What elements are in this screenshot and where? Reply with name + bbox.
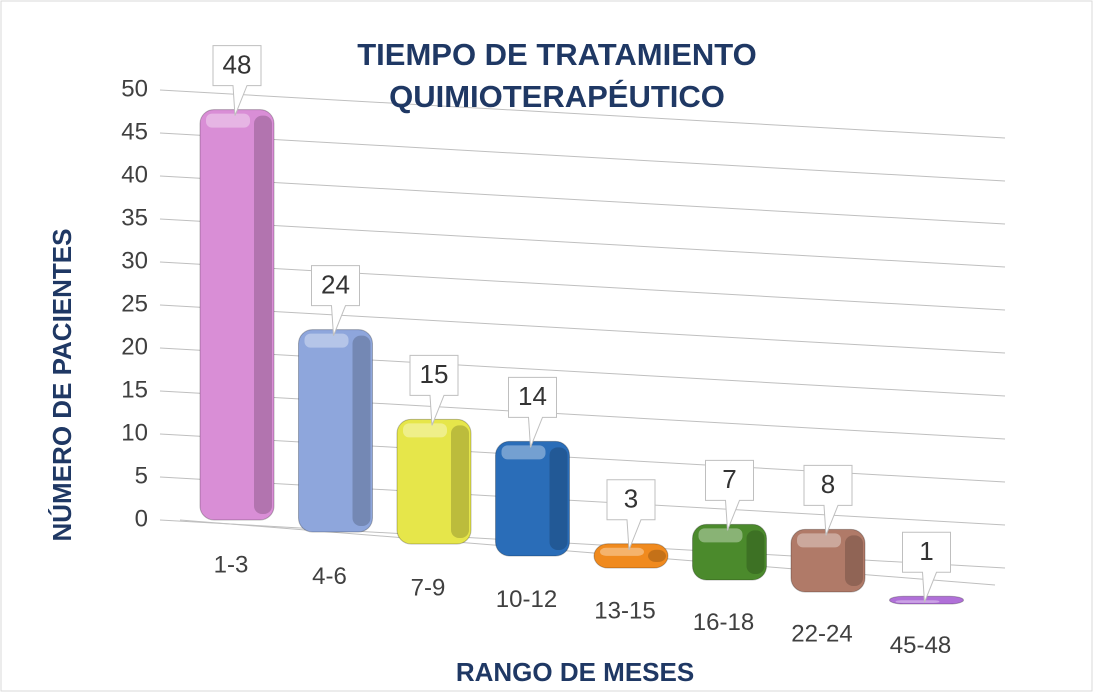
y-tick-label: 25 (121, 290, 148, 317)
x-tick-label: 45-48 (890, 632, 951, 659)
bar-shade (648, 549, 666, 562)
y-tick-label: 40 (121, 161, 148, 188)
x-tick-label: 4-6 (312, 563, 347, 590)
data-label: 24 (321, 270, 350, 300)
callout (212, 45, 262, 116)
bar-highlight (600, 547, 644, 556)
y-tick-label: 10 (121, 419, 148, 446)
bar-highlight (403, 423, 447, 438)
chart-title: QUIMIOTERAPÉUTICO (389, 79, 725, 114)
grid-line (159, 304, 1006, 354)
x-tick-label: 1-3 (214, 551, 249, 578)
y-tick-label: 45 (121, 118, 148, 145)
x-tick-label: 13-15 (594, 597, 655, 624)
bar-shade (254, 115, 272, 514)
callout (311, 265, 360, 336)
data-label: 15 (420, 359, 449, 389)
bar-highlight (698, 528, 743, 543)
bar-shade (549, 447, 568, 550)
x-tick-label: 22-24 (791, 620, 852, 647)
bar-highlight (501, 445, 546, 460)
y-tick-label: 35 (121, 204, 148, 231)
x-tick-label: 7-9 (411, 574, 446, 601)
callout (606, 479, 656, 550)
bar-highlight (895, 600, 940, 603)
bar-shade (845, 535, 863, 586)
bar-highlight (304, 333, 349, 348)
data-label: 48 (223, 49, 252, 79)
callout (409, 354, 459, 426)
grid-line (159, 89, 1006, 139)
x-tick-label: 10-12 (496, 586, 557, 613)
callout (902, 531, 951, 603)
callout (705, 459, 754, 531)
y-tick-label: 5 (135, 462, 148, 489)
bar-shade (451, 425, 469, 538)
y-tick-label: 50 (121, 75, 148, 102)
bar-shade (352, 335, 371, 526)
bar-highlight (797, 533, 841, 548)
x-axis-label: RANGO DE MESES (456, 657, 694, 687)
y-axis-label: NÚMERO DE PACIENTES (47, 229, 77, 542)
data-label: 1 (919, 536, 933, 566)
callout (508, 376, 557, 448)
grid-line (159, 175, 1006, 225)
data-label: 7 (722, 464, 736, 494)
callout (803, 464, 853, 536)
grid-line (159, 261, 1006, 311)
grid-line (159, 132, 1006, 182)
data-label: 8 (821, 469, 835, 499)
chart-title: TIEMPO DE TRATAMIENTO (357, 37, 757, 72)
bar-highlight (206, 113, 250, 128)
data-label: 14 (518, 381, 547, 411)
y-tick-label: 15 (121, 376, 148, 403)
grid-line (159, 218, 1006, 268)
y-tick-label: 30 (121, 247, 148, 274)
data-label: 3 (624, 484, 638, 514)
y-tick-label: 0 (135, 505, 148, 532)
x-tick-label: 16-18 (693, 609, 754, 636)
bar-shade (746, 530, 765, 574)
y-tick-label: 20 (121, 333, 148, 360)
